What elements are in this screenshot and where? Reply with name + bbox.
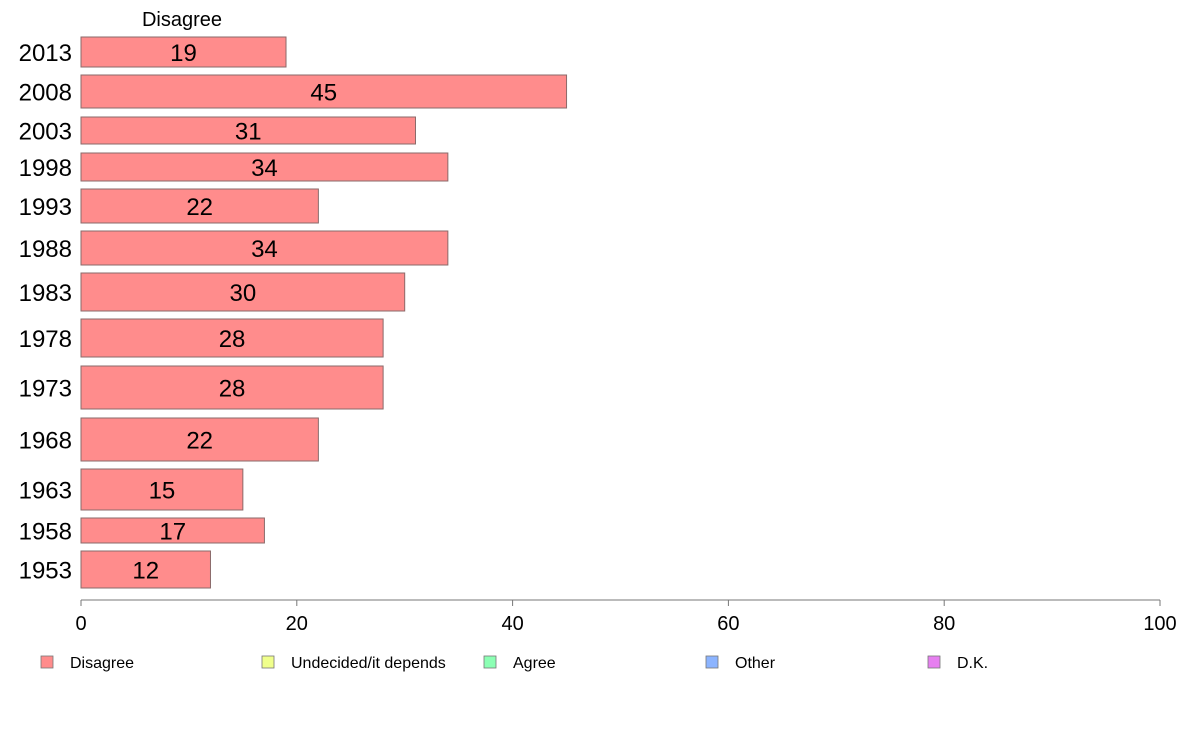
bar-2003 <box>80 116 416 145</box>
bar-value-1993: 22 <box>186 194 213 221</box>
year-label-2008: 2008 <box>19 80 72 107</box>
legend-swatch-0 <box>40 655 54 669</box>
bar-value-2013: 19 <box>170 40 197 67</box>
x-tick-label-60: 60 <box>717 613 739 635</box>
x-tick-label-40: 40 <box>501 613 523 635</box>
bar-value-1978: 28 <box>219 326 246 353</box>
legend-swatch-1 <box>261 655 275 669</box>
bar-1988 <box>80 230 449 266</box>
bar-1978 <box>80 318 384 358</box>
year-label-1988: 1988 <box>19 236 72 263</box>
bar-2008 <box>80 74 568 109</box>
bar-value-1983: 30 <box>229 280 256 307</box>
x-axis: 0 20 40 60 80 100 <box>75 599 1177 635</box>
bar-value-1988: 34 <box>251 236 278 263</box>
bar-value-1953: 12 <box>132 558 159 585</box>
bar-value-1963: 15 <box>149 478 176 505</box>
bar-value-1958: 17 <box>159 519 186 546</box>
bar-value-2003: 31 <box>235 119 262 146</box>
legend-label-0: Disagree <box>70 655 134 672</box>
legend-label-4: D.K. <box>957 655 988 672</box>
bar-1993 <box>80 188 319 224</box>
legend-swatch-2 <box>483 655 497 669</box>
bar-1963 <box>80 468 244 511</box>
bar-1973 <box>80 365 384 410</box>
bar-value-1968: 22 <box>186 428 213 455</box>
year-label-1963: 1963 <box>19 478 72 505</box>
x-tick-label-100: 100 <box>1143 613 1176 635</box>
bar-2013 <box>80 36 287 68</box>
bar-1958 <box>80 517 265 544</box>
x-tick-label-0: 0 <box>75 613 86 635</box>
legend-label-3: Other <box>735 655 776 672</box>
year-label-2013: 2013 <box>19 40 72 67</box>
bar-1968 <box>80 417 319 462</box>
year-label-1978: 1978 <box>19 326 72 353</box>
year-label-1953: 1953 <box>19 558 72 585</box>
bar-value-2008: 45 <box>310 80 337 107</box>
bars-group <box>80 36 568 589</box>
year-label-1968: 1968 <box>19 428 72 455</box>
legend-swatch-3 <box>705 655 719 669</box>
legend: Disagree Undecided/it depends Agree Other D.… <box>40 655 988 672</box>
x-tick-label-20: 20 <box>286 613 308 635</box>
year-label-2003: 2003 <box>19 119 72 146</box>
bar-1983 <box>80 272 406 312</box>
year-label-1973: 1973 <box>19 376 72 403</box>
year-label-1998: 1998 <box>19 155 72 182</box>
legend-label-2: Agree <box>513 655 556 672</box>
column-header: Disagree <box>142 9 222 31</box>
year-labels-group: 2013 2008 2003 1998 1993 1988 1983 1978 1973 1968… <box>19 40 72 585</box>
year-label-1983: 1983 <box>19 280 72 307</box>
year-label-1958: 1958 <box>19 519 72 546</box>
bar-value-1998: 34 <box>251 155 278 182</box>
bar-1998 <box>80 152 449 182</box>
legend-label-1: Undecided/it depends <box>291 655 446 672</box>
year-label-1993: 1993 <box>19 194 72 221</box>
bar-value-1973: 28 <box>219 376 246 403</box>
bar-1953 <box>80 550 211 589</box>
x-tick-label-80: 80 <box>933 613 955 635</box>
legend-swatch-4 <box>927 655 941 669</box>
